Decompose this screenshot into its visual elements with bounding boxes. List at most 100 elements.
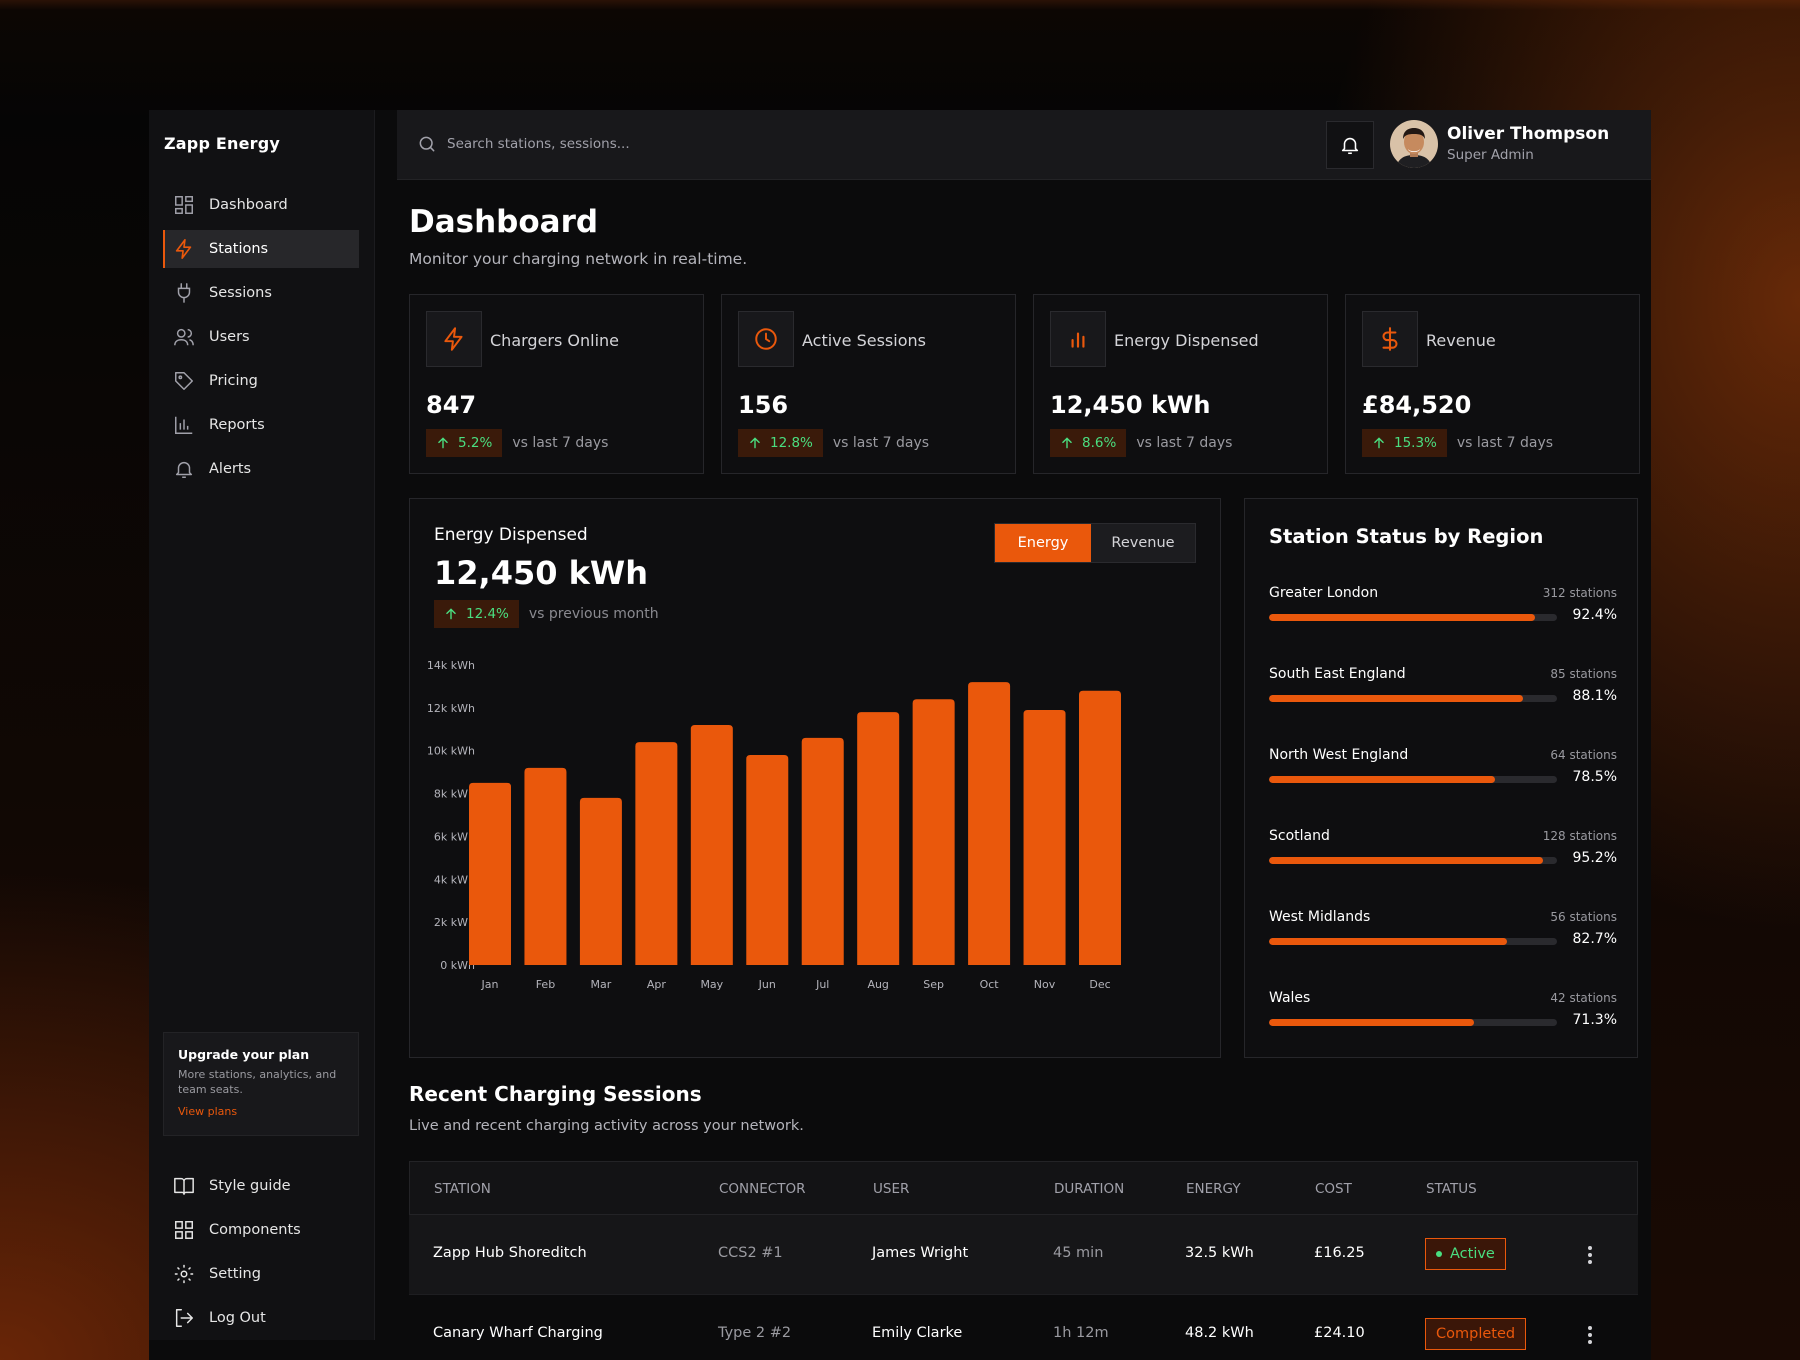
plug-icon (177, 283, 191, 303)
arrow-up-icon (1374, 437, 1384, 449)
chart-panel-value: 12,450 kWh (434, 554, 648, 592)
bars-icon (1071, 332, 1085, 348)
status-text: Active (1450, 1246, 1495, 1262)
stat-value: 156 (738, 391, 789, 419)
region-percent: 82.7% (1572, 931, 1617, 947)
cell-duration: 1h 12m (1053, 1325, 1109, 1341)
bar-dec[interactable] (1079, 690, 1121, 965)
dashboard-icon (175, 196, 193, 214)
sidebar-item-label: Pricing (209, 373, 258, 389)
y-tick-label: 4k kWh (434, 873, 475, 886)
stat-label: Revenue (1426, 331, 1496, 350)
x-tick-label: Mar (591, 978, 612, 991)
sidebar-item-components[interactable]: Components (163, 1211, 359, 1249)
region-progress-track (1269, 695, 1557, 702)
gear-icon (174, 1264, 194, 1284)
x-tick-label: Jan (481, 978, 499, 991)
sidebar-item-label: Log Out (209, 1310, 266, 1326)
region-name: West Midlands (1269, 909, 1371, 925)
region-name: Greater London (1269, 585, 1379, 601)
bar-mar[interactable] (579, 797, 622, 965)
bar-apr[interactable] (635, 742, 678, 965)
sidebar-item-alerts[interactable]: Alerts (163, 450, 359, 488)
region-progress-fill (1269, 1019, 1475, 1026)
sidebar-item-reports[interactable]: Reports (163, 406, 359, 444)
trend-value: 8.6% (1082, 435, 1117, 451)
energy-chart-panel: Energy Dispensed 12,450 kWh 12.4% vs pre… (409, 498, 1221, 1058)
sidebar-item-logout[interactable]: Log Out (163, 1299, 359, 1337)
bar-aug[interactable] (857, 712, 900, 965)
bar-jan[interactable] (469, 782, 511, 965)
region-row: South East England 85 stations 88.1% (1269, 666, 1617, 726)
region-percent: 95.2% (1572, 850, 1617, 866)
y-tick-label: 8k kWh (434, 788, 475, 801)
column-header[interactable]: ENERGY (1186, 1181, 1241, 1197)
toggle-revenue-button[interactable]: Revenue (1091, 524, 1195, 562)
sidebar-item-dashboard[interactable]: Dashboard (163, 186, 359, 224)
bar-sep[interactable] (912, 699, 955, 965)
search-icon (419, 136, 435, 152)
upgrade-card: Upgrade your plan More stations, analyti… (163, 1032, 359, 1136)
x-tick-label: Oct (980, 978, 1000, 991)
trend-comparison: vs last 7 days (1136, 435, 1233, 451)
trend-badge: 15.3% (1362, 429, 1447, 457)
bar-may[interactable] (690, 725, 733, 965)
y-tick-label: 6k kWh (434, 830, 475, 843)
status-dot (1436, 1251, 1442, 1257)
sidebar-item-style-guide[interactable]: Style guide (163, 1167, 359, 1205)
page-title: Dashboard (409, 204, 599, 240)
column-header[interactable]: STATUS (1426, 1181, 1477, 1197)
y-tick-label: 10k kWh (427, 745, 475, 758)
y-tick-label: 2k kWh (434, 916, 475, 929)
column-header[interactable]: CONNECTOR (719, 1181, 806, 1197)
row-actions-button[interactable] (1580, 1243, 1600, 1267)
notifications-button[interactable] (1326, 121, 1374, 169)
bar-jul[interactable] (801, 737, 844, 965)
region-name: Scotland (1269, 828, 1330, 844)
sidebar-item-sessions[interactable]: Sessions (163, 274, 359, 312)
sidebar-item-users[interactable]: Users (163, 318, 359, 356)
sidebar-item-label: Dashboard (209, 197, 288, 213)
region-percent: 88.1% (1572, 688, 1617, 704)
column-header[interactable]: STATION (434, 1181, 491, 1197)
stat-label: Chargers Online (490, 331, 620, 350)
table-row[interactable]: Canary Wharf Charging Type 2 #2 Emily Cl… (409, 1295, 1638, 1360)
bolt-icon (444, 327, 463, 351)
page-subtitle: Monitor your charging network in real-ti… (409, 250, 748, 268)
bar-feb[interactable] (524, 767, 567, 965)
search-bar (417, 134, 847, 154)
toggle-energy-button[interactable]: Energy (995, 524, 1091, 562)
stat-label: Active Sessions (802, 331, 926, 350)
region-progress-track (1269, 614, 1557, 621)
bar-oct[interactable] (968, 682, 1011, 965)
x-tick-label: Aug (867, 978, 888, 991)
user-role: Super Admin (1447, 147, 1534, 163)
trend-value: 12.8% (770, 435, 813, 451)
sessions-table: STATION CONNECTOR USER DURATION ENERGY C… (409, 1161, 1638, 1360)
view-plans-link[interactable]: View plans (178, 1105, 238, 1118)
search-input[interactable] (447, 136, 847, 152)
region-percent: 78.5% (1572, 769, 1617, 785)
sidebar-item-label: Setting (209, 1266, 261, 1282)
bar-nov[interactable] (1023, 710, 1066, 965)
avatar[interactable] (1390, 120, 1438, 168)
cell-cost: £24.10 (1314, 1325, 1365, 1341)
status-text: Completed (1436, 1326, 1516, 1342)
sidebar-item-setting[interactable]: Setting (163, 1255, 359, 1293)
sidebar-item-stations[interactable]: Stations (163, 230, 359, 268)
arrow-up-icon (446, 608, 456, 620)
cell-energy: 32.5 kWh (1185, 1245, 1254, 1261)
table-row[interactable]: Zapp Hub Shoreditch CCS2 #1 James Wright… (409, 1215, 1638, 1295)
row-actions-button[interactable] (1580, 1323, 1600, 1347)
sidebar-item-pricing[interactable]: Pricing (163, 362, 359, 400)
x-tick-label: Jun (758, 978, 776, 991)
cell-energy: 48.2 kWh (1185, 1325, 1254, 1341)
column-header[interactable]: COST (1315, 1181, 1352, 1197)
bar-jun[interactable] (746, 755, 789, 965)
region-progress-track (1269, 776, 1557, 783)
region-row: North West England 64 stations 78.5% (1269, 747, 1617, 807)
trend-comparison: vs previous month (528, 606, 659, 622)
region-row: Wales 42 stations 71.3% (1269, 990, 1617, 1050)
column-header[interactable]: USER (873, 1181, 910, 1197)
column-header[interactable]: DURATION (1054, 1181, 1125, 1197)
